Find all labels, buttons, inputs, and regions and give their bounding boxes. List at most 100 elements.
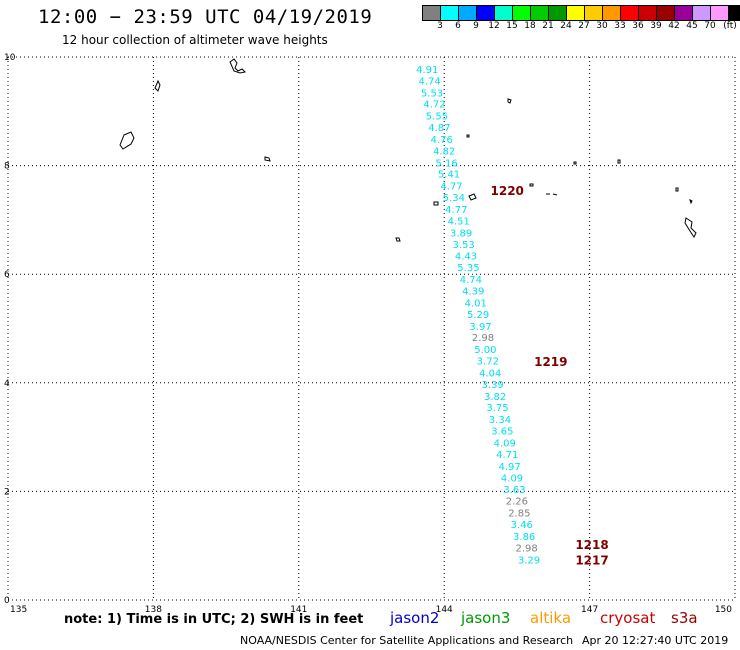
lon-tick-label: 144 xyxy=(436,605,453,615)
lon-tick-label: 141 xyxy=(290,605,307,615)
lat-tick-label: 2 xyxy=(4,487,10,497)
page-title: 12:00 − 23:59 UTC 04/19/2019 xyxy=(38,6,373,28)
generation-timestamp: Apr 20 12:27:40 UTC 2019 xyxy=(582,634,729,647)
scale-swatch xyxy=(512,5,530,21)
scale-label: 3 xyxy=(437,21,443,31)
scale-label: 33 xyxy=(614,21,626,31)
scale-swatch xyxy=(638,5,656,21)
wave-height-value: 3.53 xyxy=(452,240,474,251)
scale-label: (ft) xyxy=(723,21,737,31)
wave-height-value: 4.82 xyxy=(433,146,455,157)
pass-time-label: 1220 xyxy=(491,184,524,198)
wave-height-value: 4.09 xyxy=(494,439,516,450)
island-outline xyxy=(229,58,247,74)
island-outline xyxy=(468,193,477,201)
wave-height-value: 4.97 xyxy=(498,462,520,473)
island-outline xyxy=(684,217,697,238)
wave-height-value: 5.55 xyxy=(426,112,448,123)
credit-line: NOAA/NESDIS Center for Satellite Applica… xyxy=(240,634,574,647)
wave-height-value: 3.75 xyxy=(486,403,508,414)
scale-label: 70 xyxy=(704,21,716,31)
wave-height-value: 3.63 xyxy=(503,485,525,496)
island-outline xyxy=(675,187,679,192)
wave-height-value: 4.74 xyxy=(419,76,441,87)
scale-label: 24 xyxy=(560,21,572,31)
wave-height-value: 3.97 xyxy=(469,322,491,333)
wave-height-value: 3.65 xyxy=(491,427,513,438)
wave-height-color-scale xyxy=(422,5,740,21)
wave-height-value: 4.71 xyxy=(496,450,518,461)
wave-height-value: 4.51 xyxy=(448,216,470,227)
wave-height-value: 2.26 xyxy=(506,497,528,508)
pass-time-label: 1217 xyxy=(575,553,608,567)
scale-swatch xyxy=(458,5,476,21)
scale-label: 45 xyxy=(686,21,698,31)
lat-tick-label: 6 xyxy=(4,270,10,280)
island-outline xyxy=(529,183,534,187)
lon-tick-label: 150 xyxy=(715,605,732,615)
satellite-jason3: jason3 xyxy=(461,609,511,627)
lat-tick-label: 10 xyxy=(4,53,16,63)
axis-tick-labels: 135 138 141 144 147 150 0 2 4 6 8 10 xyxy=(4,53,732,615)
wave-height-value: 5.35 xyxy=(457,263,479,274)
lon-tick-label: 147 xyxy=(581,605,598,615)
scale-swatch xyxy=(584,5,602,21)
island-outline xyxy=(154,79,161,92)
map-gridlines xyxy=(7,56,736,601)
island-coastlines xyxy=(119,58,697,242)
lat-tick-label: 0 xyxy=(4,596,10,606)
lon-tick-label: 138 xyxy=(145,605,162,615)
wave-height-value: 4.77 xyxy=(440,182,462,193)
wave-height-value: 3.34 xyxy=(489,415,511,426)
wave-height-value: 5.16 xyxy=(435,158,457,169)
scale-label: 18 xyxy=(524,21,536,31)
satellite-altika: altika xyxy=(530,609,572,627)
scale-swatch xyxy=(728,5,740,21)
scale-label: 27 xyxy=(578,21,590,31)
scale-swatch xyxy=(674,5,692,21)
pass-time-label: 1219 xyxy=(534,355,567,369)
scale-label: 36 xyxy=(632,21,644,31)
wave-height-value: 3.46 xyxy=(511,520,533,531)
pass-time-label: 1218 xyxy=(575,538,608,552)
scale-label: 30 xyxy=(596,21,608,31)
scale-swatch xyxy=(548,5,566,21)
wave-height-value: 2.98 xyxy=(472,333,494,344)
scale-swatch xyxy=(476,5,494,21)
wave-height-value: 4.87 xyxy=(428,123,450,134)
wave-height-value: 3.86 xyxy=(513,532,535,543)
wave-height-value: 4.43 xyxy=(455,252,477,263)
wave-height-value: 3.39 xyxy=(482,380,504,391)
wave-height-value: 4.74 xyxy=(460,275,482,286)
scale-swatch xyxy=(440,5,458,21)
island-outline xyxy=(466,134,470,138)
wave-height-value: 2.85 xyxy=(508,509,530,520)
wave-height-value: 4.01 xyxy=(465,298,487,309)
wave-height-value: 5.41 xyxy=(438,170,460,181)
wave-height-value: 3.72 xyxy=(477,357,499,368)
scale-swatch xyxy=(620,5,638,21)
island-outline xyxy=(264,156,271,162)
wave-height-value: 4.72 xyxy=(423,100,445,111)
wave-height-scale-labels: 3 6 9 12 15 18 21 24 27 30 33 36 39 42 45 70 (ft) xyxy=(422,21,740,33)
scale-label: 12 xyxy=(488,21,500,31)
island-outline xyxy=(395,237,401,242)
island-outline xyxy=(433,201,439,206)
wave-height-points: 4.914.745.534.725.554.874.764.825.165.41… xyxy=(416,65,540,566)
wave-height-value: 4.04 xyxy=(479,368,501,379)
wave-height-value: 4.39 xyxy=(462,286,484,297)
island-outline xyxy=(617,159,621,164)
scale-label: 9 xyxy=(473,21,479,31)
lat-tick-label: 8 xyxy=(4,162,10,172)
scale-swatch xyxy=(692,5,710,21)
scale-swatch xyxy=(602,5,620,21)
island-outline xyxy=(119,131,135,150)
island-outline xyxy=(507,98,512,104)
scale-label: 39 xyxy=(650,21,662,31)
wave-height-value: 5.29 xyxy=(467,310,489,321)
island-outline xyxy=(689,199,693,205)
page-subtitle: 12 hour collection of altimeter wave hei… xyxy=(62,33,328,47)
scale-label: 6 xyxy=(455,21,461,31)
satellite-cryosat: cryosat xyxy=(600,609,656,627)
wave-height-value: 3.29 xyxy=(518,555,540,566)
